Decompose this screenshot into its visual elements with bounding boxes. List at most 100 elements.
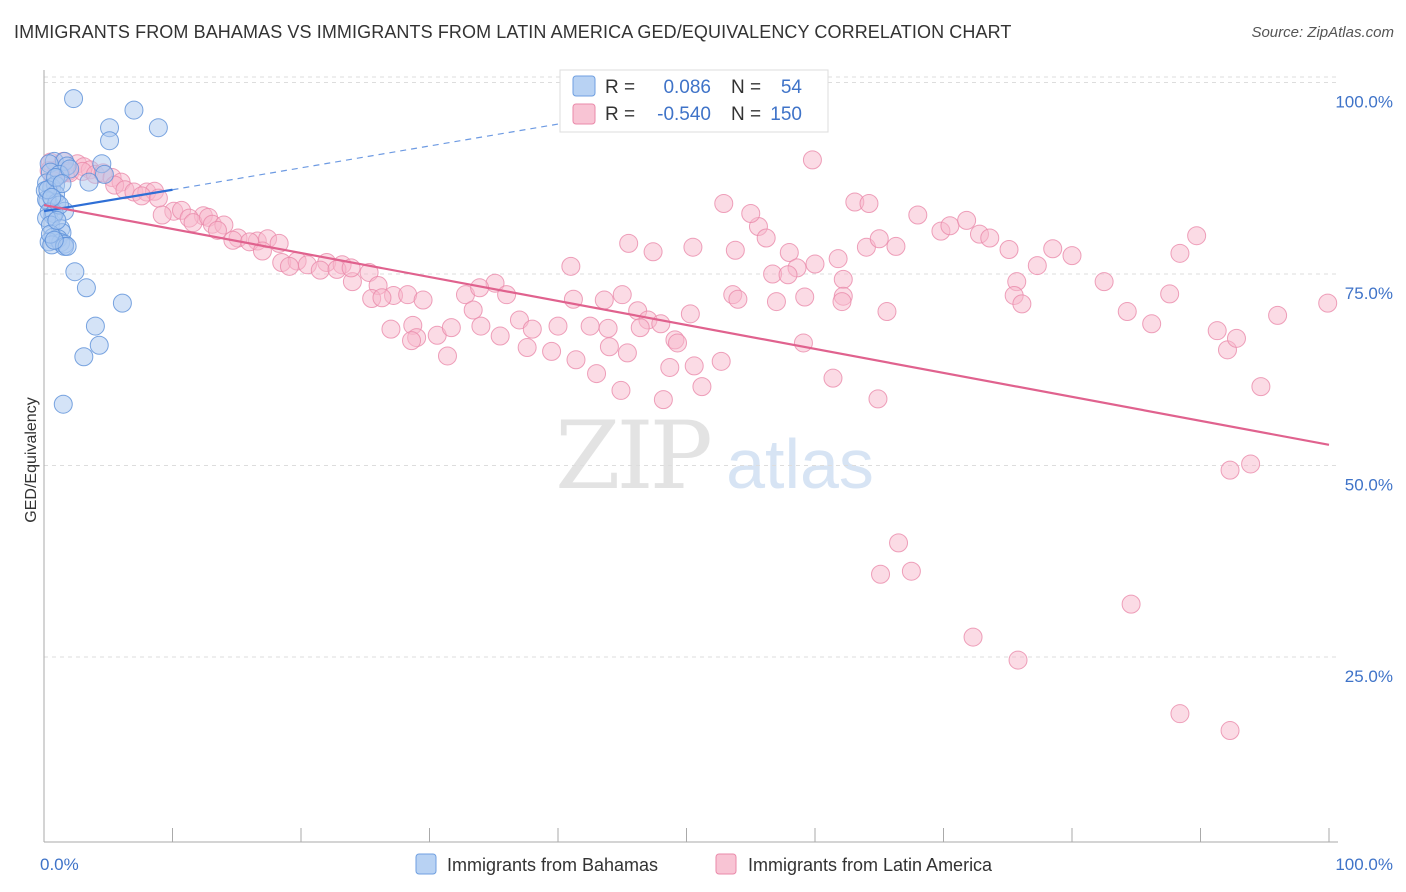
source-label: Source: ZipAtlas.com: [1251, 24, 1394, 41]
bahamas-point: [52, 174, 72, 194]
trend-line-bahamas-extension: [172, 112, 623, 191]
bahamas-point: [124, 100, 144, 120]
legend-swatch-bahamas: [415, 853, 437, 875]
series-bahamas-points: [35, 89, 168, 414]
y-tick-label-25: 25.0%: [1345, 667, 1393, 686]
latin-america-point: [611, 380, 631, 400]
latin-america-point: [580, 316, 600, 336]
y-tick-label-75: 75.0%: [1345, 284, 1393, 303]
latin-america-point: [871, 564, 891, 584]
x-ticks: [172, 828, 1330, 842]
stats-n-value-latin-america: 150: [770, 104, 802, 125]
latin-america-point: [980, 228, 1000, 248]
latin-america-point: [728, 289, 748, 309]
latin-america-point: [548, 316, 568, 336]
latin-america-point: [1268, 305, 1288, 325]
legend-label-bahamas: Immigrants from Bahamas: [447, 855, 658, 875]
latin-america-point: [599, 337, 619, 357]
latin-america-point: [1170, 243, 1190, 263]
latin-america-point: [833, 269, 853, 289]
series-latin-america-points: [39, 150, 1338, 741]
bahamas-point: [148, 118, 168, 138]
latin-america-point: [359, 262, 379, 282]
latin-america-point: [778, 265, 798, 285]
trend-lines: [43, 112, 1330, 446]
latin-america-point: [886, 236, 906, 256]
stats-r-label-latin-america: R =: [605, 104, 635, 125]
bahamas-point: [112, 293, 132, 313]
latin-america-point: [413, 290, 433, 310]
bahamas-point: [89, 335, 109, 355]
latin-america-point: [497, 285, 517, 305]
latin-america-point: [381, 319, 401, 339]
latin-america-point: [802, 150, 822, 170]
chart-title: IMMIGRANTS FROM BAHAMAS VS IMMIGRANTS FR…: [14, 22, 1012, 42]
latin-america-point: [940, 216, 960, 236]
latin-america-point: [1220, 460, 1240, 480]
latin-america-point: [823, 368, 843, 388]
latin-america-point: [725, 240, 745, 260]
latin-america-point: [517, 338, 537, 358]
stats-r-label-bahamas: R =: [605, 77, 635, 98]
latin-america-point: [1121, 594, 1141, 614]
stats-n-label-bahamas: N =: [731, 77, 761, 98]
latin-america-point: [1062, 246, 1082, 266]
latin-america-point: [795, 287, 815, 307]
bahamas-point: [42, 187, 62, 207]
y-tick-label-100: 100.0%: [1335, 93, 1393, 112]
x-tick-label-min: 0.0%: [40, 855, 79, 874]
latin-america-point: [630, 318, 650, 338]
watermark-zip: ZIP: [555, 402, 709, 511]
trend-line-latin-america: [43, 203, 1330, 446]
bahamas-point: [44, 230, 64, 250]
latin-america-point: [152, 205, 172, 225]
latin-america-point: [859, 194, 879, 214]
latin-america-point: [684, 356, 704, 376]
stats-legend-box: [559, 69, 829, 133]
y-axis-label: GED/Equivalency: [23, 397, 40, 522]
legend-label-latin-america: Immigrants from Latin America: [748, 855, 993, 875]
watermark-atlas: atlas: [726, 425, 874, 503]
latin-america-point: [1226, 328, 1246, 348]
bahamas-point: [64, 89, 84, 109]
latin-america-point: [711, 351, 731, 371]
stats-n-value-bahamas: 54: [781, 77, 803, 98]
latin-america-point: [1094, 272, 1114, 292]
latin-america-point: [756, 228, 776, 248]
latin-america-point: [889, 533, 909, 553]
y-tick-labels: 25.0% 50.0% 75.0% 100.0%: [1335, 93, 1393, 687]
latin-america-point: [372, 288, 392, 308]
stats-legend: R = 0.086 N = 54 R = -0.540 N = 150: [559, 69, 829, 133]
latin-america-point: [1117, 302, 1137, 322]
latin-america-point: [766, 292, 786, 312]
latin-america-point: [598, 318, 618, 338]
latin-america-point: [612, 285, 632, 305]
latin-america-point: [908, 205, 928, 225]
x-tick-label-max: 100.0%: [1335, 855, 1393, 874]
latin-america-point: [1251, 377, 1271, 397]
latin-america-point: [714, 194, 734, 214]
latin-america-point: [594, 290, 614, 310]
latin-america-point: [566, 350, 586, 370]
latin-america-point: [1012, 294, 1032, 314]
latin-america-point: [1187, 226, 1207, 246]
stats-n-label-latin-america: N =: [731, 104, 761, 125]
latin-america-point: [868, 389, 888, 409]
latin-america-point: [660, 357, 680, 377]
latin-america-point: [310, 260, 330, 280]
latin-america-point: [651, 314, 671, 334]
latin-america-point: [587, 364, 607, 384]
latin-america-point: [1043, 239, 1063, 259]
bahamas-point: [74, 347, 94, 367]
latin-america-point: [668, 333, 688, 353]
latin-america-point: [490, 326, 510, 346]
bahamas-point: [94, 164, 114, 184]
latin-america-point: [692, 377, 712, 397]
bahamas-point: [53, 394, 73, 414]
stats-legend-swatch-latin-america: [572, 103, 596, 125]
latin-america-point: [1207, 321, 1227, 341]
latin-america-point: [619, 233, 639, 253]
latin-america-point: [680, 304, 700, 324]
latin-america-point: [877, 302, 897, 322]
